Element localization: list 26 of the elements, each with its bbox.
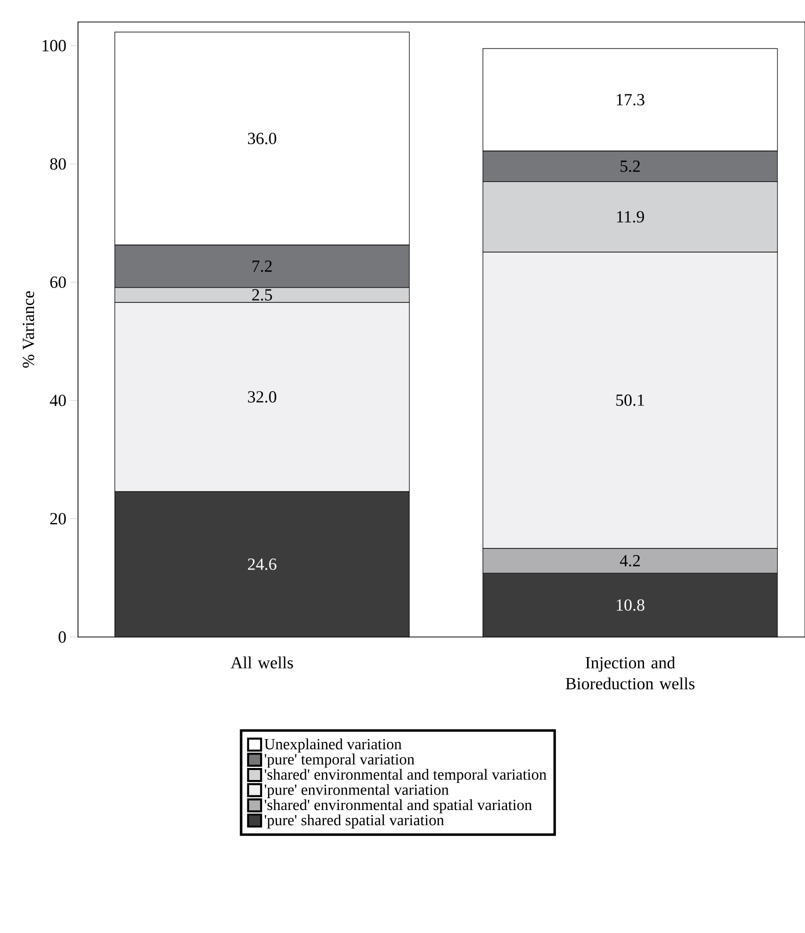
data-label: 50.1 <box>616 394 644 406</box>
legend-label: 'shared' environmental and temporal variation <box>264 768 546 783</box>
data-label: 7.2 <box>252 260 272 272</box>
legend-label: 'pure' temporal variation <box>264 754 414 768</box>
data-label: 2.5 <box>252 289 272 301</box>
data-label: 5.2 <box>620 160 640 172</box>
data-label: 4.2 <box>620 554 640 566</box>
data-label: 10.8 <box>616 599 644 611</box>
y-tick-label: 20 <box>50 513 66 524</box>
legend-label: 'shared' environmental and spatial variation <box>264 799 532 814</box>
data-label: 36.0 <box>248 132 276 144</box>
legend-label: 'pure' shared spatial variation <box>264 814 444 828</box>
x-tick-label: Injection and Bioreduction wells <box>566 656 694 690</box>
data-label: 24.6 <box>248 558 276 570</box>
data-label: 11.9 <box>617 211 644 223</box>
x-tick-label: All wells <box>230 656 293 668</box>
legend-label: 'pure' environmental variation <box>264 784 449 798</box>
y-tick-label: 40 <box>50 394 66 406</box>
data-label: 32.0 <box>248 391 276 403</box>
y-tick-label: 60 <box>50 276 66 288</box>
data-label: 17.3 <box>616 94 644 106</box>
y-tick-label: 80 <box>50 158 66 170</box>
y-tick-label: 100 <box>42 40 66 52</box>
y-axis-title: % Variance <box>22 291 34 368</box>
legend-label: Unexplained variation <box>264 738 402 752</box>
y-tick-label: 0 <box>58 631 66 643</box>
